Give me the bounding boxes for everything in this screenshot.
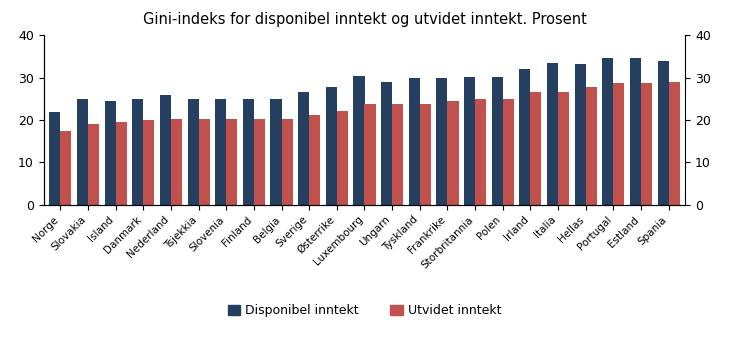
Bar xyxy=(437,78,448,205)
Bar xyxy=(558,92,569,205)
Bar xyxy=(116,122,127,205)
Bar xyxy=(585,87,597,205)
Title: Gini-indeks for disponibel inntekt og utvidet inntekt. Prosent: Gini-indeks for disponibel inntekt og ut… xyxy=(143,12,586,27)
Bar xyxy=(326,87,337,205)
Bar xyxy=(531,92,542,205)
Bar xyxy=(381,82,392,205)
Bar xyxy=(309,115,320,205)
Bar xyxy=(630,58,641,205)
Bar xyxy=(171,119,182,205)
Bar xyxy=(160,95,171,205)
Bar xyxy=(519,69,531,205)
Bar xyxy=(668,82,679,205)
Bar xyxy=(254,119,265,205)
Bar xyxy=(641,83,652,205)
Bar xyxy=(270,99,281,205)
Bar xyxy=(602,58,613,205)
Bar xyxy=(298,92,309,205)
Bar xyxy=(547,63,558,205)
Bar xyxy=(475,99,486,205)
Bar xyxy=(104,101,116,205)
Bar xyxy=(77,99,88,205)
Bar xyxy=(226,119,238,205)
Bar xyxy=(448,101,459,205)
Bar xyxy=(132,99,144,205)
Bar xyxy=(337,111,348,205)
Bar xyxy=(420,104,431,205)
Bar xyxy=(409,78,420,205)
Bar xyxy=(354,76,364,205)
Bar xyxy=(198,119,210,205)
Bar xyxy=(613,83,625,205)
Bar xyxy=(392,104,403,205)
Bar xyxy=(281,119,292,205)
Bar xyxy=(61,131,71,205)
Bar xyxy=(243,99,254,205)
Bar xyxy=(364,104,375,205)
Bar xyxy=(574,64,585,205)
Bar xyxy=(658,61,668,205)
Bar xyxy=(464,77,475,205)
Bar xyxy=(187,99,198,205)
Bar xyxy=(491,77,503,205)
Bar xyxy=(88,124,99,205)
Bar xyxy=(215,99,226,205)
Bar xyxy=(144,120,155,205)
Legend: Disponibel inntekt, Utvidet inntekt: Disponibel inntekt, Utvidet inntekt xyxy=(223,299,506,322)
Bar xyxy=(503,99,514,205)
Bar xyxy=(50,112,61,205)
